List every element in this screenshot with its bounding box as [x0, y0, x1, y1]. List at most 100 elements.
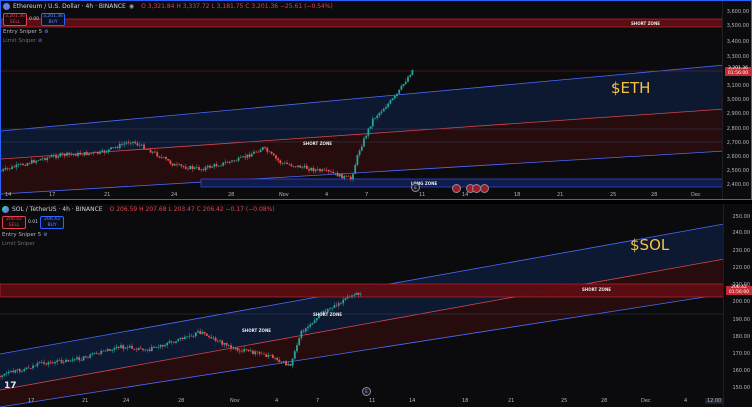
candle-body	[87, 357, 89, 359]
candle-body	[279, 160, 282, 164]
eth-x-tick: 14	[462, 192, 469, 198]
candle-body	[369, 126, 372, 129]
candle-body	[326, 308, 329, 312]
sol-indicator-limit-label: Limit Sniper	[2, 241, 36, 247]
candle-body	[237, 157, 240, 161]
candle-body	[276, 357, 279, 361]
eth-chart-pane[interactable]: Ethereum / U.S. Dollar · 4h · BINANCE ◉ …	[0, 0, 752, 200]
candle-body	[27, 367, 30, 369]
sol-x-tick: 14	[409, 398, 416, 404]
candle-body	[77, 152, 79, 156]
settings-icon[interactable]: ⚙	[43, 232, 48, 238]
candle-body	[67, 359, 70, 362]
eth-y-tick: 3,500.00	[726, 23, 749, 29]
candle-body	[281, 163, 284, 164]
candle-body	[213, 164, 216, 167]
flag-icon[interactable]	[452, 184, 461, 193]
candle-body	[241, 351, 243, 352]
candle-body	[345, 175, 348, 177]
candle-body	[211, 166, 214, 168]
sol-x-tick: Dec	[641, 398, 651, 404]
candle-body	[18, 369, 21, 372]
candle-body	[248, 154, 251, 157]
candle-body	[40, 362, 43, 363]
candle-body	[245, 349, 248, 350]
sol-ohlc: O 206.59 H 207.68 L 203.47 C 206.42 −0.1…	[109, 206, 275, 213]
candle-body	[79, 152, 82, 155]
candle-body	[380, 111, 383, 113]
tradingview-logo[interactable]: 17	[4, 381, 17, 391]
eth-indicator-limit[interactable]: Limit Sniper ⊘	[3, 38, 42, 44]
sol-chart-pane[interactable]: SOL / TetherUS · 4h · BINANCE O 206.59 H…	[0, 204, 752, 407]
candle-body	[332, 171, 335, 174]
eth-x-tick: 21	[557, 192, 564, 198]
candle-body	[139, 347, 142, 349]
sol-indicator-limit[interactable]: Limit Sniper	[2, 241, 35, 247]
sol-symbol[interactable]: SOL / TetherUS · 4h · BINANCE	[12, 206, 103, 213]
candle-body	[402, 83, 405, 86]
candle-body	[148, 349, 151, 351]
eth-candles	[1, 69, 414, 182]
candle-body	[355, 292, 358, 295]
flag-icon-4[interactable]	[480, 184, 489, 193]
sol-indicator-entry[interactable]: Entry Sniper 5 ⚙	[2, 232, 48, 238]
candle-body	[321, 169, 324, 172]
candle-body	[202, 169, 205, 171]
candle-body	[22, 163, 24, 166]
candle-body	[293, 351, 296, 359]
sol-price-axis[interactable]: 250.00 240.00 230.00 220.00 210.00 200.0…	[723, 204, 752, 407]
candle-body	[268, 151, 271, 153]
eth-buy-button[interactable]: 3,201.36 BUY	[41, 13, 66, 26]
sol-buy-button[interactable]: 206.43 BUY	[40, 216, 65, 229]
candle-body	[93, 352, 96, 354]
candle-body	[278, 360, 281, 363]
sol-x-tick: 7	[316, 398, 320, 404]
candle-body	[138, 145, 141, 146]
candle-body	[236, 347, 239, 351]
candle-body	[195, 167, 198, 168]
candle-body	[191, 166, 194, 169]
candle-body	[90, 153, 93, 155]
sol-chart-canvas[interactable]	[0, 204, 752, 407]
eth-y-tick: 2,800.00	[726, 126, 749, 132]
eth-x-tick: 28	[651, 192, 658, 198]
candle-body	[294, 166, 297, 168]
candle-body	[223, 342, 226, 345]
candle-body	[78, 357, 81, 361]
candle-body	[343, 175, 346, 179]
eth-last-price: 3,201.36	[727, 66, 749, 71]
candle-body	[1, 375, 4, 377]
sol-y-tick: 200.00	[732, 299, 751, 305]
candle-body	[102, 350, 105, 352]
candle-body	[219, 340, 221, 342]
eye-icon[interactable]: ◉	[128, 3, 135, 10]
eth-sell-button[interactable]: 3,201.36 SELL	[3, 13, 27, 26]
candle-body	[35, 160, 38, 163]
eth-x-tick: 28	[228, 192, 235, 198]
candle-body	[96, 151, 99, 154]
event-icon[interactable]: E	[411, 183, 420, 192]
candle-body	[359, 294, 362, 295]
hidden-eye-icon[interactable]: ⊘	[38, 38, 43, 44]
candle-body	[269, 354, 272, 356]
candle-body	[258, 352, 261, 354]
eth-symbol[interactable]: Ethereum / U.S. Dollar · 4h · BINANCE	[13, 3, 126, 10]
eth-price-axis[interactable]: 3,600.00 3,500.00 3,400.00 3,300.00 3,10…	[722, 1, 751, 199]
event-icon[interactable]: E	[362, 387, 371, 396]
candle-body	[387, 103, 390, 108]
candle-body	[25, 367, 28, 370]
sol-sell-button[interactable]: 206.42 SELL	[2, 216, 26, 229]
candle-body	[400, 85, 403, 90]
candle-body	[323, 169, 326, 171]
candle-body	[160, 157, 163, 158]
candle-body	[123, 143, 126, 145]
candle-body	[47, 362, 50, 365]
eth-chart-canvas[interactable]	[1, 1, 752, 200]
candle-body	[197, 331, 199, 333]
candle-body	[199, 331, 202, 334]
eth-indicator-entry[interactable]: Entry Sniper 5 ⚙	[3, 29, 49, 35]
candle-body	[167, 159, 170, 161]
settings-icon[interactable]: ⚙	[44, 29, 49, 35]
eth-channel-top-line	[1, 64, 726, 132]
candle-body	[382, 108, 385, 112]
